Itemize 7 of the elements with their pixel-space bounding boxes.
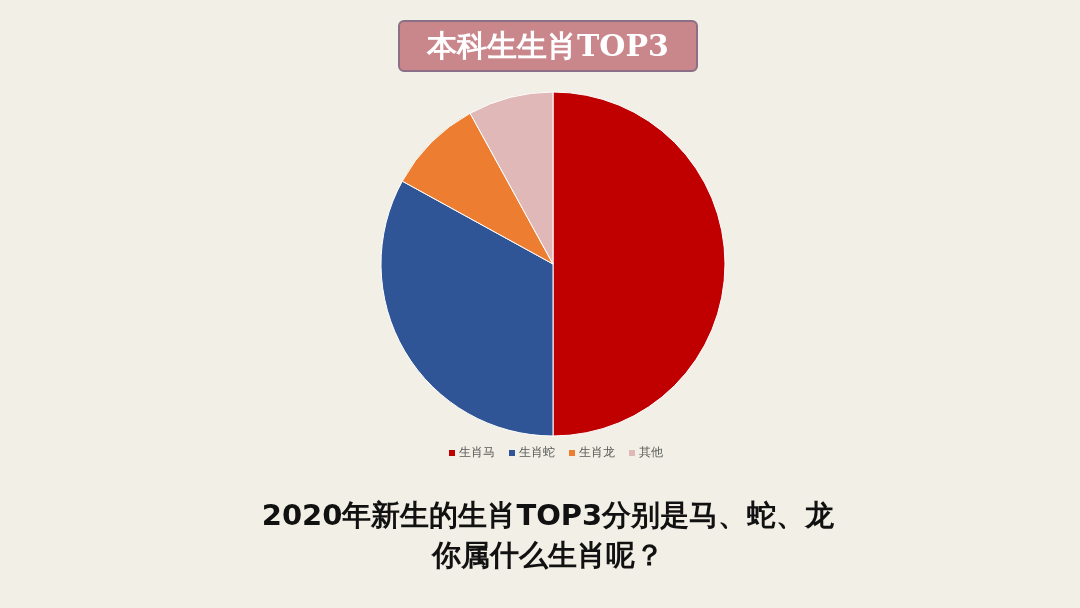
- legend-label: 生肖龙: [579, 444, 615, 461]
- chart-title: 本科生生肖TOP3: [398, 20, 698, 72]
- text: 你属什么生肖呢？: [430, 537, 665, 574]
- text: 2020年新生的生肖TOP3分别是马、蛇、龙: [260, 497, 836, 534]
- legend-label: 生肖蛇: [519, 444, 555, 461]
- legend-label: 其他: [639, 444, 663, 461]
- legend-label: 生肖马: [459, 444, 495, 461]
